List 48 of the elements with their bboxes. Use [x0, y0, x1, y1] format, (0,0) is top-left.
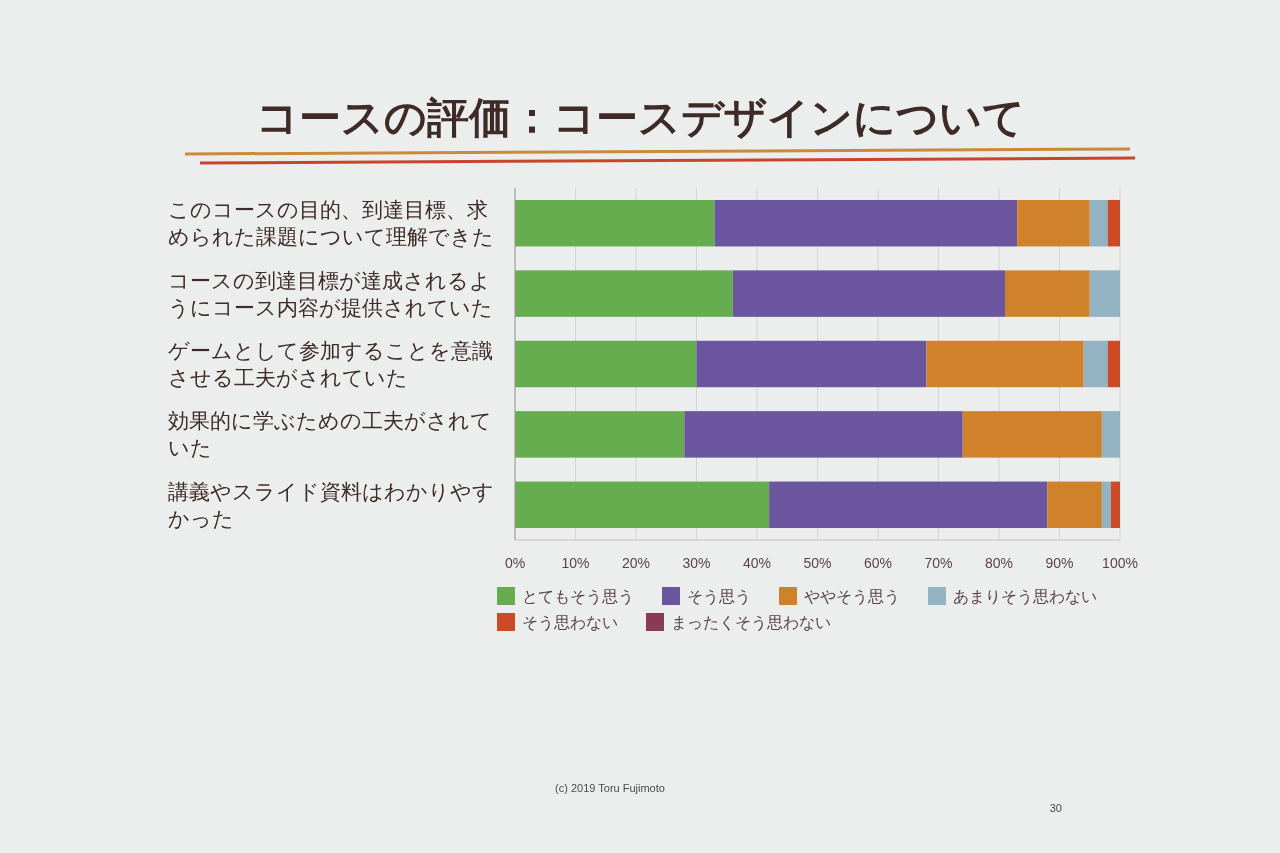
bar — [515, 340, 697, 388]
x-tick-label: 20% — [621, 555, 651, 571]
legend-label: あまりそう思わない — [953, 588, 1097, 606]
bar — [696, 340, 927, 388]
bar — [962, 411, 1102, 458]
text: 30 — [1049, 802, 1062, 814]
bar — [1101, 411, 1120, 458]
bar — [1107, 340, 1120, 388]
bar — [684, 411, 963, 458]
bar — [515, 411, 685, 458]
x-tick-label: 10% — [561, 555, 590, 571]
bar — [926, 340, 1084, 388]
y-tick-label: このコースの目的、到達目標、求められた課題について理解できた — [168, 198, 494, 249]
bar — [515, 199, 715, 247]
x-tick-label: 50% — [803, 555, 832, 571]
x-tick-label: 60% — [863, 555, 893, 571]
x-tick-label: 100% — [1102, 555, 1138, 571]
bar — [1083, 340, 1108, 388]
y-tick-label: 効果的に学ぶための工夫がされていた — [168, 409, 492, 460]
bar — [1005, 270, 1090, 317]
text: (c) 2019 Toru Fujimoto — [555, 782, 665, 794]
bar — [1110, 481, 1121, 529]
x-tick-label: 80% — [984, 555, 1014, 571]
bar — [714, 199, 1018, 247]
x-tick-label: 40% — [742, 555, 772, 571]
bar — [1047, 481, 1102, 529]
bar — [769, 481, 1048, 529]
bar — [1101, 481, 1111, 529]
x-tick-label: 30% — [682, 555, 711, 571]
y-tick-label: ゲームとして参加することを意識させる工夫がされていた — [168, 339, 493, 390]
y-tick-label: コースの到達目標が達成されるようにコース内容が提供されていた — [168, 268, 493, 319]
bar — [515, 270, 733, 317]
x-tick-label: 70% — [924, 555, 953, 571]
bar — [1107, 199, 1120, 247]
legend-label: ややそう思う — [804, 588, 900, 606]
chart-title: コースの評価：コースデザインについて — [255, 94, 1025, 141]
legend-label: そう思う — [687, 588, 751, 606]
legend-label: まったくそう思わない — [671, 614, 831, 632]
legend-label: そう思わない — [522, 614, 618, 632]
x-tick-label: 0% — [504, 555, 526, 571]
y-tick-label: 講義やスライド資料はわかりやすかった — [168, 479, 494, 530]
bar — [732, 270, 1006, 317]
bar — [1089, 199, 1108, 247]
x-tick-label: 90% — [1045, 555, 1074, 571]
legend-label: とてもそう思う — [522, 588, 634, 606]
bar — [1089, 270, 1120, 317]
bar — [515, 481, 770, 529]
bar — [1017, 199, 1090, 247]
